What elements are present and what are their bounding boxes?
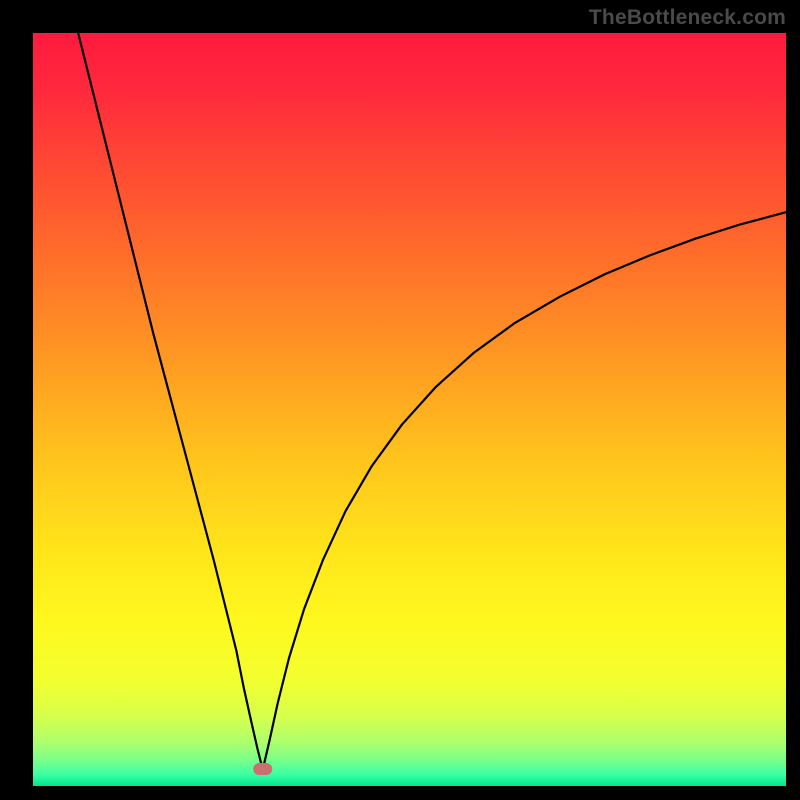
min-marker xyxy=(253,763,273,775)
watermark-text: TheBottleneck.com xyxy=(589,6,786,30)
curve-svg xyxy=(33,33,786,786)
chart-container: TheBottleneck.com xyxy=(0,0,800,800)
bottleneck-curve xyxy=(78,33,786,769)
plot-area xyxy=(33,33,786,786)
